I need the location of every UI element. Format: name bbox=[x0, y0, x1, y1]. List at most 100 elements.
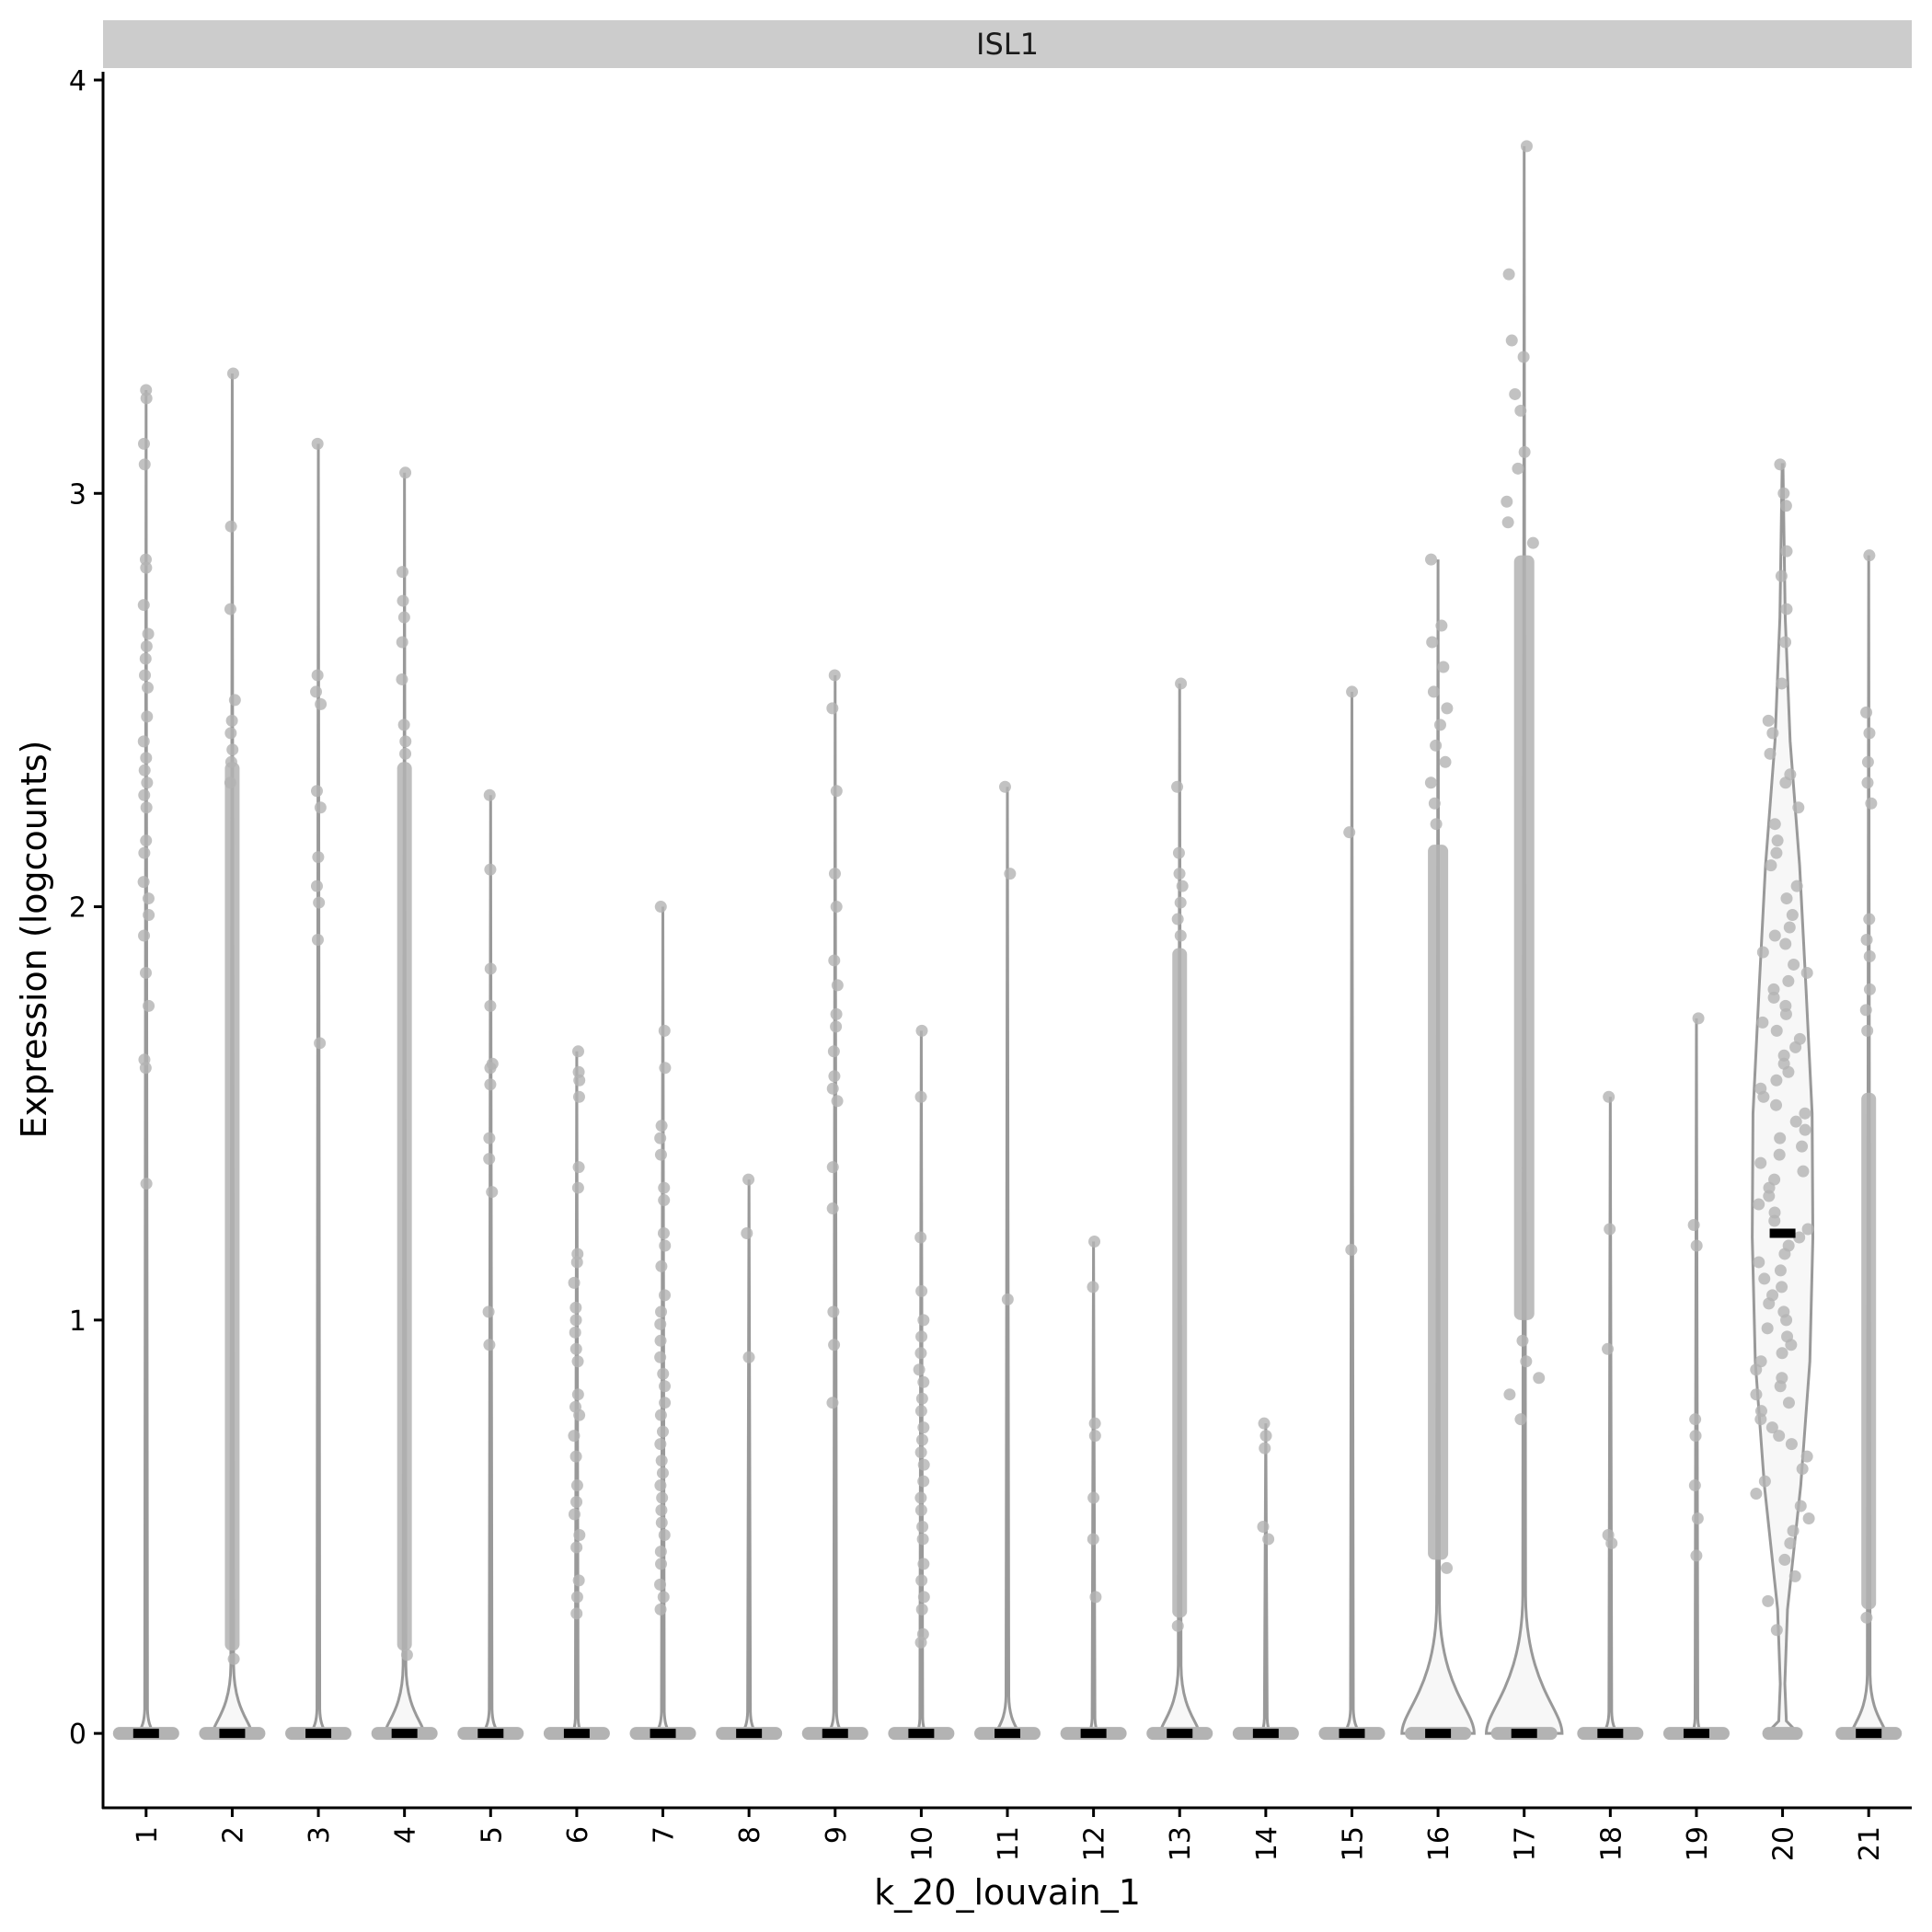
data-point bbox=[1800, 1450, 1813, 1463]
data-point bbox=[228, 694, 241, 707]
data-point bbox=[831, 979, 844, 992]
data-point bbox=[572, 1045, 585, 1058]
data-point bbox=[1768, 929, 1781, 942]
data-point bbox=[1788, 958, 1800, 971]
data-point bbox=[1430, 818, 1443, 831]
data-point bbox=[1174, 929, 1187, 942]
data-point bbox=[483, 788, 496, 801]
data-point bbox=[1502, 268, 1515, 281]
x-tick-label: 12 bbox=[1079, 1826, 1111, 1861]
data-point bbox=[916, 1533, 929, 1546]
data-point bbox=[1691, 1512, 1704, 1524]
data-point bbox=[1001, 1293, 1014, 1305]
x-tick-label: 11 bbox=[993, 1826, 1025, 1861]
data-point bbox=[140, 1178, 153, 1190]
violin-cluster-20 bbox=[1750, 458, 1815, 1741]
data-point bbox=[1173, 868, 1186, 880]
data-point bbox=[570, 1607, 583, 1620]
data-point bbox=[1518, 445, 1531, 458]
data-point bbox=[654, 1603, 667, 1616]
data-point bbox=[1439, 755, 1452, 768]
data-point bbox=[913, 1363, 926, 1376]
data-point bbox=[1435, 619, 1448, 632]
data-point bbox=[1258, 1417, 1271, 1430]
data-point bbox=[1690, 1239, 1703, 1252]
data-point bbox=[1174, 896, 1187, 909]
data-point bbox=[826, 1082, 839, 1095]
data-point bbox=[1426, 636, 1439, 649]
data-point bbox=[1767, 991, 1780, 1004]
data-point bbox=[1771, 834, 1784, 847]
data-point bbox=[1799, 1107, 1811, 1120]
zero-points-20 bbox=[1762, 1727, 1803, 1741]
median-bar-14 bbox=[1252, 1729, 1279, 1739]
data-point bbox=[826, 1161, 839, 1174]
median-bar-9 bbox=[822, 1729, 848, 1739]
x-tick-label: 10 bbox=[906, 1826, 938, 1861]
data-point bbox=[1171, 1619, 1184, 1632]
data-point bbox=[658, 1024, 671, 1037]
data-point bbox=[396, 566, 408, 579]
data-point bbox=[830, 1020, 843, 1033]
data-point bbox=[1441, 1561, 1454, 1574]
data-point bbox=[830, 1007, 843, 1020]
data-point bbox=[1770, 1098, 1783, 1111]
median-bar-2 bbox=[219, 1729, 246, 1739]
data-point bbox=[655, 1120, 668, 1133]
data-point bbox=[827, 1305, 840, 1318]
median-bar-11 bbox=[995, 1729, 1020, 1739]
data-point bbox=[1089, 1591, 1102, 1604]
data-point bbox=[654, 1438, 667, 1451]
data-point bbox=[1774, 1132, 1787, 1144]
y-tick-label: 2 bbox=[69, 892, 86, 925]
median-bar-1 bbox=[132, 1729, 159, 1739]
data-point bbox=[484, 1078, 497, 1091]
plot-marks bbox=[112, 140, 1903, 1741]
data-point bbox=[1763, 1297, 1776, 1310]
median-bar-18 bbox=[1597, 1729, 1624, 1739]
x-tick-label: 6 bbox=[562, 1826, 594, 1844]
data-point bbox=[657, 1367, 670, 1380]
data-point bbox=[742, 1173, 755, 1186]
data-point bbox=[1171, 780, 1184, 793]
data-point bbox=[1692, 1012, 1705, 1025]
data-point bbox=[224, 520, 237, 533]
data-point bbox=[742, 1351, 755, 1363]
data-point bbox=[400, 1649, 413, 1662]
violin-cluster-1 bbox=[112, 384, 179, 1741]
data-point bbox=[1779, 937, 1792, 950]
data-point bbox=[656, 1425, 669, 1438]
data-point bbox=[1757, 1090, 1770, 1103]
data-point bbox=[573, 1528, 586, 1541]
data-point bbox=[141, 710, 154, 723]
data-point bbox=[1345, 1243, 1358, 1256]
median-bar-8 bbox=[736, 1729, 763, 1739]
data-point bbox=[137, 599, 150, 612]
data-point bbox=[1687, 1219, 1700, 1232]
violin-cluster-2 bbox=[199, 367, 266, 1741]
data-point bbox=[568, 1430, 581, 1443]
data-point bbox=[1865, 797, 1878, 810]
data-point bbox=[141, 681, 154, 694]
data-point bbox=[1424, 776, 1437, 789]
data-point bbox=[310, 785, 323, 798]
dense-points-band-4 bbox=[397, 762, 412, 1651]
data-point bbox=[654, 1132, 667, 1144]
data-point bbox=[396, 673, 408, 685]
data-point bbox=[569, 1342, 582, 1355]
x-tick-label: 3 bbox=[304, 1826, 336, 1844]
data-point bbox=[1774, 1380, 1787, 1393]
data-point bbox=[142, 627, 155, 640]
data-point bbox=[483, 1153, 496, 1166]
data-point bbox=[915, 1574, 928, 1587]
x-tick-label: 1 bbox=[132, 1826, 164, 1844]
data-point bbox=[1779, 636, 1792, 649]
data-point bbox=[654, 1334, 667, 1347]
data-point bbox=[1860, 706, 1873, 719]
data-point bbox=[1756, 1016, 1769, 1029]
data-point bbox=[915, 1603, 928, 1616]
data-point bbox=[224, 755, 237, 768]
data-point bbox=[659, 1239, 672, 1252]
dense-points-band-16 bbox=[1428, 845, 1449, 1560]
